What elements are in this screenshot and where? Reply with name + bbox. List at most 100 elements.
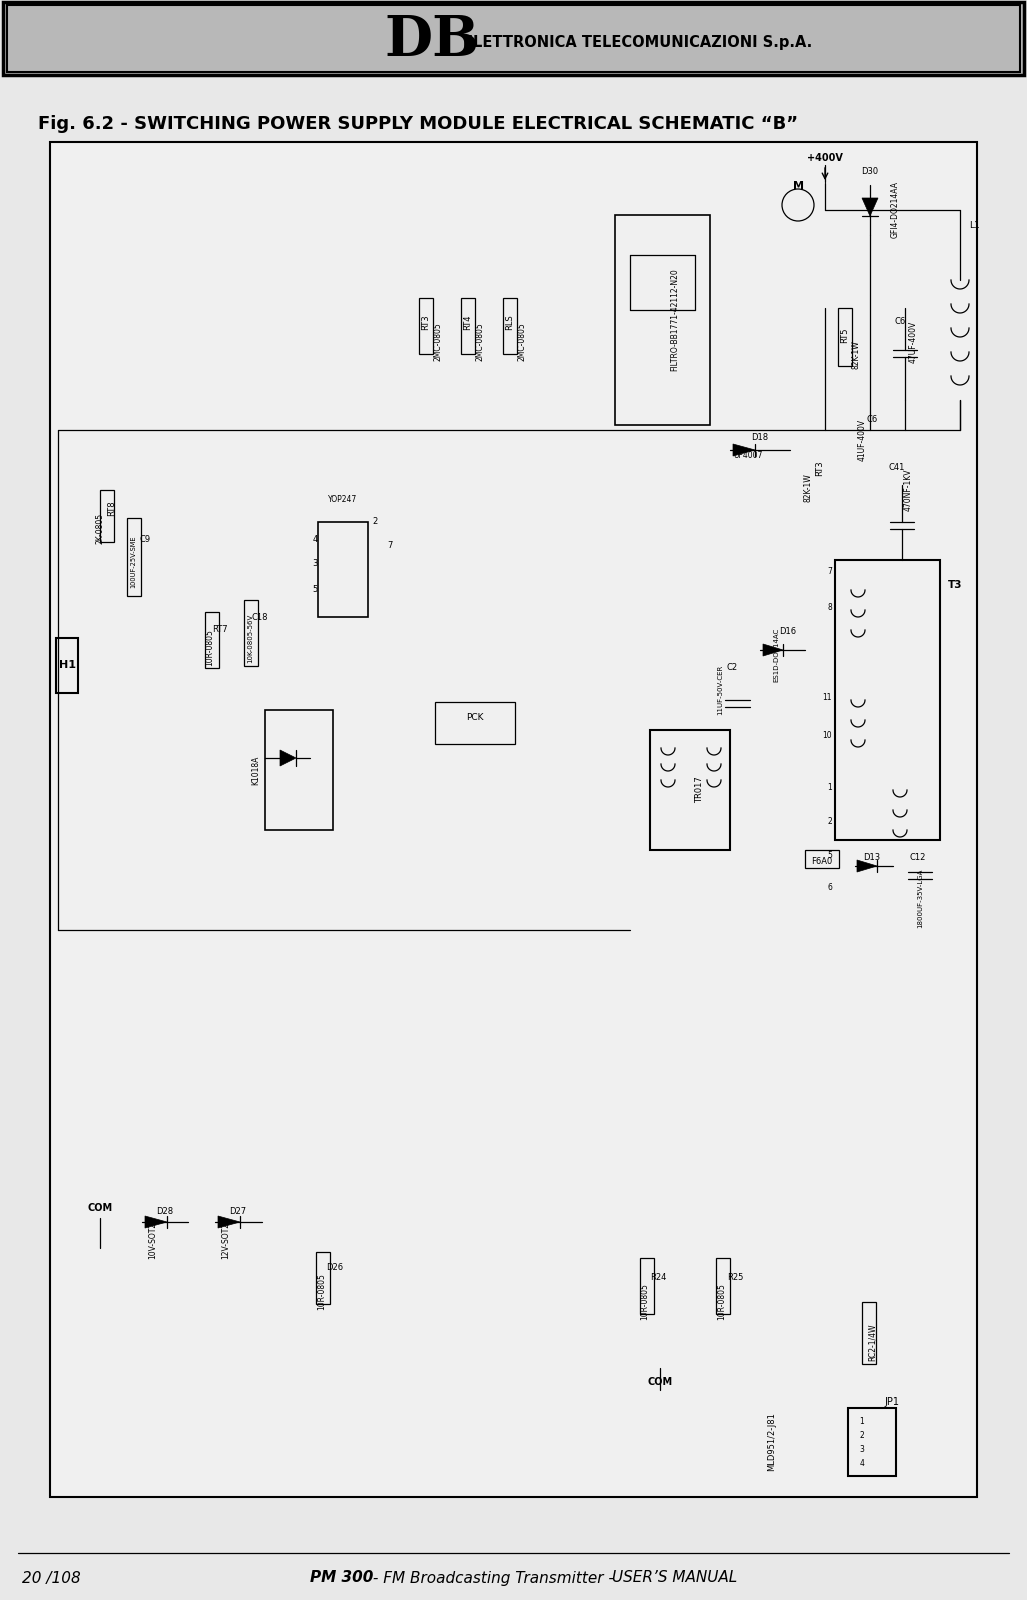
Text: 4: 4 (860, 1459, 865, 1469)
Text: COM: COM (87, 1203, 113, 1213)
Text: M: M (793, 181, 803, 190)
Bar (838, 307, 852, 366)
Text: D26: D26 (327, 1264, 344, 1272)
Text: RC2-1/4W: RC2-1/4W (868, 1323, 876, 1360)
Text: 82K-1W: 82K-1W (803, 474, 812, 502)
Text: T3: T3 (948, 579, 962, 590)
Text: RT4: RT4 (463, 314, 472, 330)
Text: D27: D27 (229, 1208, 246, 1216)
Text: UF4007: UF4007 (733, 451, 763, 461)
Text: 100UF-25V-SME: 100UF-25V-SME (130, 536, 136, 589)
Bar (461, 298, 476, 354)
Text: 1: 1 (860, 1418, 865, 1427)
Text: 2MC-0805: 2MC-0805 (476, 323, 485, 362)
Bar (50, 142, 977, 1498)
Text: D18: D18 (752, 434, 768, 443)
Bar (435, 702, 515, 744)
Polygon shape (218, 1216, 240, 1229)
Bar (127, 518, 141, 595)
Text: C6: C6 (867, 416, 878, 424)
Bar (3, 2, 1024, 75)
Text: RT7: RT7 (213, 626, 228, 635)
Text: YOP247: YOP247 (329, 496, 357, 504)
Text: +400V: +400V (807, 154, 843, 163)
Text: Fig. 6.2 - SWITCHING POWER SUPPLY MODULE ELECTRICAL SCHEMATIC “B”: Fig. 6.2 - SWITCHING POWER SUPPLY MODULE… (38, 115, 798, 133)
Text: 11: 11 (823, 693, 832, 702)
Text: 10R-0805: 10R-0805 (718, 1283, 726, 1320)
Text: RT3: RT3 (421, 314, 430, 330)
Bar (848, 1408, 896, 1475)
Text: 470NF-1KV: 470NF-1KV (904, 469, 913, 512)
Text: DB: DB (384, 13, 480, 67)
Text: R25: R25 (727, 1274, 744, 1283)
Bar (503, 298, 517, 354)
Bar (7, 5, 1020, 72)
Text: 1: 1 (828, 784, 832, 792)
Text: RT8: RT8 (108, 501, 116, 515)
Text: PCK: PCK (466, 714, 484, 723)
Text: 41UF-400V: 41UF-400V (858, 419, 867, 461)
Text: L1: L1 (969, 221, 981, 229)
Text: 10R-0805: 10R-0805 (641, 1283, 649, 1320)
Text: RT5: RT5 (840, 328, 849, 342)
Text: C9: C9 (140, 536, 151, 544)
Text: 12V-SOT23: 12V-SOT23 (222, 1218, 230, 1259)
Text: 8: 8 (828, 603, 832, 613)
Bar (3, 2, 1024, 75)
Polygon shape (280, 750, 296, 766)
Text: 7: 7 (387, 541, 392, 549)
Polygon shape (145, 1216, 167, 1229)
Text: 11UF-50V-CER: 11UF-50V-CER (717, 666, 723, 715)
Text: FILTRO-BB1771-42112-N20: FILTRO-BB1771-42112-N20 (671, 269, 680, 371)
Text: 2K-0805: 2K-0805 (96, 512, 105, 544)
Text: 10R-0805: 10R-0805 (205, 629, 215, 667)
Text: GFI4-DO214AA: GFI4-DO214AA (890, 181, 900, 238)
Text: PM 300: PM 300 (310, 1571, 374, 1586)
Text: MLD951/2-J81: MLD951/2-J81 (767, 1413, 776, 1472)
Text: 1800UF-35V-LGA: 1800UF-35V-LGA (917, 869, 923, 928)
Text: 2MC-0805: 2MC-0805 (433, 323, 443, 362)
Text: C41: C41 (888, 464, 905, 472)
Bar (56, 638, 78, 693)
Text: 5: 5 (827, 851, 832, 859)
Text: C12: C12 (910, 853, 926, 862)
Text: RT3: RT3 (815, 461, 825, 475)
Bar (265, 710, 333, 830)
Text: JP1: JP1 (884, 1397, 900, 1406)
Bar (316, 1251, 330, 1304)
Text: COM: COM (647, 1378, 673, 1387)
Bar (50, 142, 977, 1498)
Bar (805, 850, 839, 867)
Text: 82K-1W: 82K-1W (851, 341, 861, 370)
Text: 2: 2 (373, 517, 378, 526)
Text: ELETTRONICA TELECOMUNICAZIONI S.p.A.: ELETTRONICA TELECOMUNICAZIONI S.p.A. (463, 35, 812, 50)
Text: F6A0: F6A0 (811, 858, 833, 867)
Text: K1018A: K1018A (252, 755, 261, 784)
Text: 5: 5 (312, 586, 317, 595)
Polygon shape (733, 443, 755, 456)
Bar (419, 298, 433, 354)
Text: 47UF-400V: 47UF-400V (909, 322, 917, 363)
Polygon shape (857, 861, 877, 872)
Text: 2MC-0805: 2MC-0805 (518, 323, 527, 362)
Bar (205, 611, 219, 669)
Text: RLS: RLS (505, 314, 515, 330)
Bar (835, 560, 940, 840)
Bar (650, 730, 730, 850)
Text: R24: R24 (650, 1274, 667, 1283)
Text: 3: 3 (860, 1445, 865, 1454)
Bar (640, 1258, 654, 1314)
Text: 10V-SOT23: 10V-SOT23 (149, 1218, 157, 1259)
Text: USER’S MANUAL: USER’S MANUAL (612, 1571, 737, 1586)
Text: C18: C18 (252, 613, 268, 622)
Text: ES1D-DO214AC: ES1D-DO214AC (773, 627, 779, 682)
Bar (615, 214, 710, 426)
Text: TR017: TR017 (695, 776, 705, 803)
Text: D30: D30 (862, 168, 878, 176)
Text: 2: 2 (860, 1432, 865, 1440)
Bar (318, 522, 368, 618)
Text: 20 /108: 20 /108 (22, 1571, 81, 1586)
Text: C6: C6 (895, 317, 906, 326)
Bar (244, 600, 258, 666)
Text: H1: H1 (60, 659, 76, 670)
